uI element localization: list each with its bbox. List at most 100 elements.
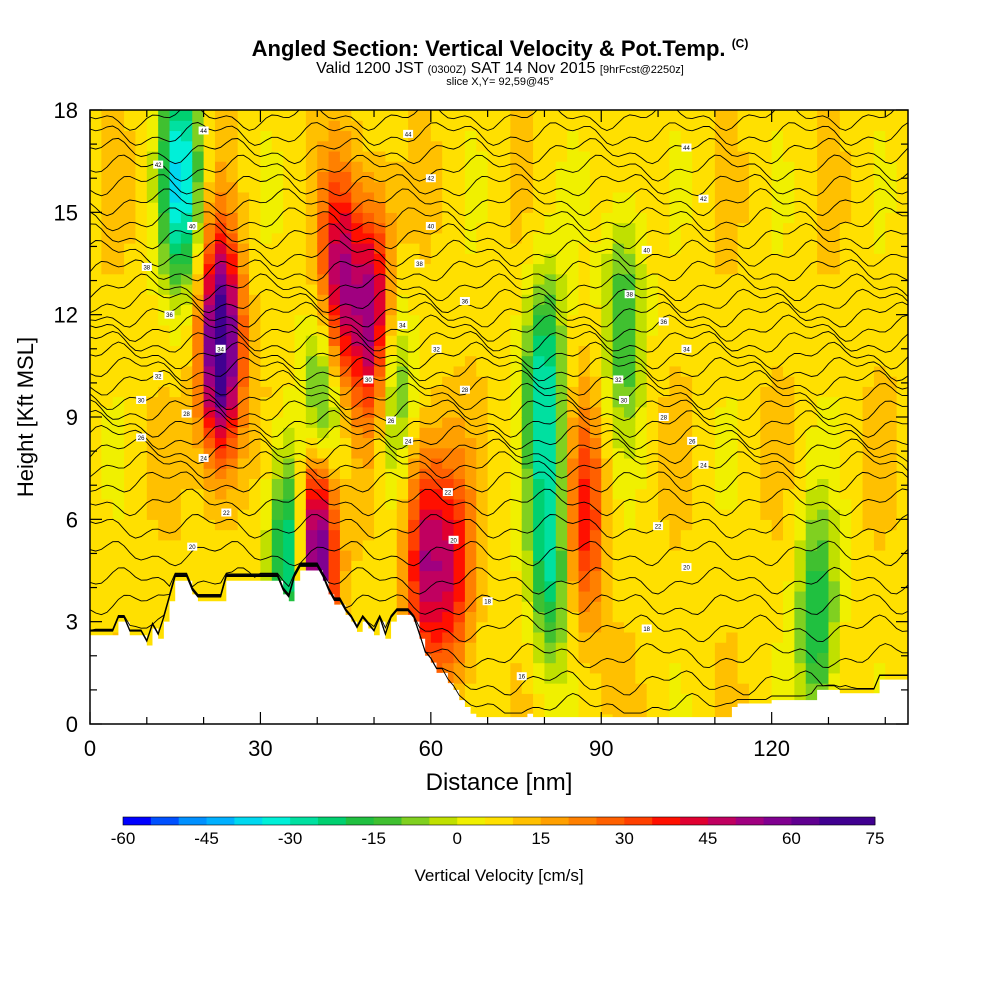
field-cell xyxy=(533,324,546,336)
field-cell xyxy=(180,212,193,224)
field-cell xyxy=(146,580,159,592)
field-cell xyxy=(351,365,364,377)
field-cell xyxy=(885,652,898,664)
field-cell xyxy=(374,580,386,592)
field-cell xyxy=(192,478,205,490)
field-cell xyxy=(533,498,546,510)
field-cell xyxy=(623,130,636,142)
field-cell xyxy=(430,314,443,326)
field-cell xyxy=(328,140,341,152)
field-cell xyxy=(135,550,148,561)
colorbar-tick-label: 0 xyxy=(452,829,461,848)
field-cell xyxy=(339,478,352,490)
field-cell xyxy=(442,590,455,602)
field-cell xyxy=(408,437,421,449)
field-cell xyxy=(817,243,830,254)
field-cell xyxy=(851,232,864,244)
field-cell xyxy=(771,652,784,664)
field-cell xyxy=(374,570,386,582)
field-cell xyxy=(226,365,239,377)
field-cell xyxy=(453,283,466,295)
field-cell xyxy=(703,191,716,203)
field-cell xyxy=(760,396,773,408)
field-cell xyxy=(499,376,511,387)
field-cell xyxy=(851,519,864,531)
field-cell xyxy=(339,447,352,459)
field-cell xyxy=(249,324,262,336)
field-cell xyxy=(453,509,466,520)
field-cell xyxy=(612,601,625,613)
field-cell xyxy=(510,386,523,398)
field-cell xyxy=(90,253,102,265)
field-cell xyxy=(601,120,614,132)
field-cell xyxy=(271,283,284,295)
field-cell xyxy=(124,386,137,398)
field-cell xyxy=(385,294,398,306)
contour-label-bg xyxy=(215,344,226,353)
field-cell xyxy=(521,529,534,541)
field-cell xyxy=(805,468,818,479)
field-cell xyxy=(328,222,341,234)
field-cell xyxy=(90,468,102,479)
field-cell xyxy=(294,355,307,367)
contour-label-text: 28 xyxy=(462,388,469,394)
field-cell xyxy=(726,253,739,265)
field-cell xyxy=(748,283,761,295)
contour-label-bg xyxy=(613,375,624,384)
field-cell xyxy=(90,140,102,152)
field-cell xyxy=(283,171,296,183)
field-cell xyxy=(260,529,273,541)
field-cell xyxy=(703,263,716,275)
field-cell xyxy=(703,304,716,316)
field-cell xyxy=(817,417,830,428)
field-cell xyxy=(305,468,318,479)
field-cell xyxy=(658,468,671,479)
contour-label: 24 xyxy=(198,453,209,462)
field-cell xyxy=(862,631,875,643)
field-cell xyxy=(203,140,216,152)
field-cell xyxy=(112,498,125,510)
field-cell xyxy=(817,560,830,572)
field-cell xyxy=(635,181,648,193)
field-cell xyxy=(214,519,227,531)
field-cell xyxy=(567,140,580,152)
field-cell xyxy=(873,110,886,121)
field-cell xyxy=(771,478,784,490)
field-cell xyxy=(396,140,409,152)
field-cell xyxy=(317,427,330,439)
field-cell xyxy=(476,560,489,572)
field-cell xyxy=(396,243,409,254)
field-cell xyxy=(90,283,102,295)
field-cell xyxy=(521,662,534,674)
contour-label-text: 28 xyxy=(660,416,667,422)
field-cell xyxy=(169,191,182,203)
field-cell xyxy=(169,355,182,367)
y-axis-label: Height [Kft MSL] xyxy=(13,337,38,497)
field-cell xyxy=(124,509,137,520)
field-cell xyxy=(658,498,671,510)
field-cell xyxy=(510,161,523,172)
field-cell xyxy=(817,212,830,224)
field-cell xyxy=(635,130,648,142)
field-cell xyxy=(90,365,102,377)
field-cell xyxy=(601,683,614,694)
field-cell xyxy=(305,386,318,398)
field-cell xyxy=(101,447,114,459)
field-cell xyxy=(714,314,727,326)
field-cell xyxy=(476,130,489,142)
contour-label-text: 16 xyxy=(518,675,525,681)
field-cell xyxy=(533,457,546,469)
field-cell xyxy=(748,335,761,346)
field-cell xyxy=(510,437,523,449)
field-cell xyxy=(124,406,137,418)
field-cell xyxy=(658,324,671,336)
field-cell xyxy=(260,427,273,439)
field-cell xyxy=(805,140,818,152)
field-cell xyxy=(362,550,375,561)
field-cell xyxy=(533,212,546,224)
field-cell xyxy=(249,427,262,439)
isentrope-line xyxy=(90,562,908,595)
field-cell xyxy=(180,273,193,285)
field-cell xyxy=(658,580,671,592)
field-cell xyxy=(828,509,841,520)
